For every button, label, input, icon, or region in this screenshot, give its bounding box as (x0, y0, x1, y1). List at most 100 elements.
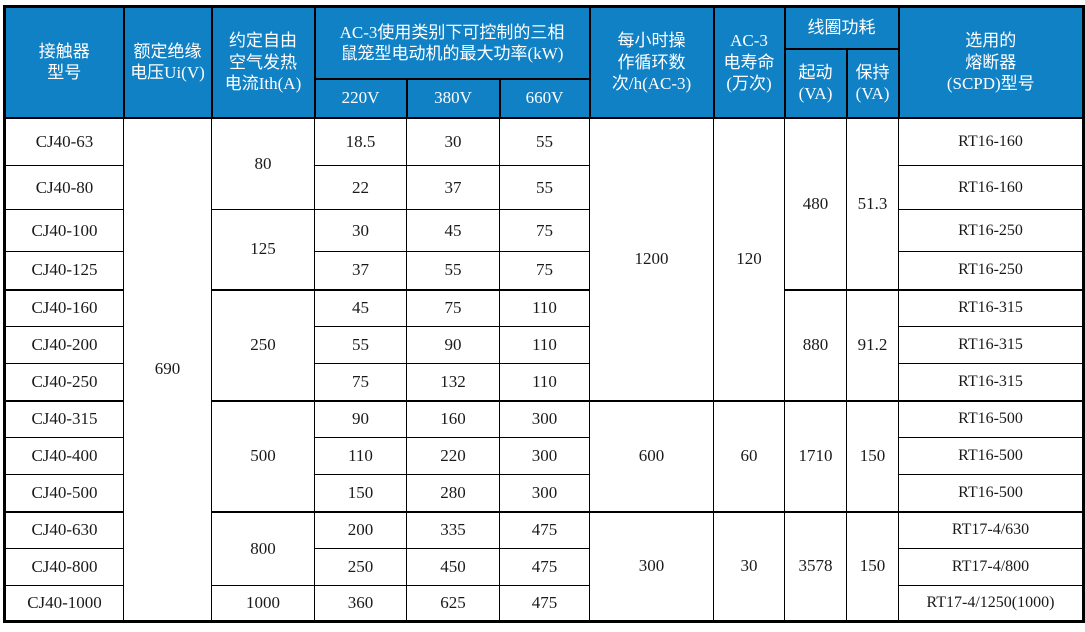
cell-kw220: 200 (314, 510, 407, 549)
contactor-spec-table: 接触器 型号 额定绝缘 电压Ui(V) 约定自由 空气发热 电流Ith(A) A… (3, 5, 1085, 623)
table-header: 接触器 型号 额定绝缘 电压Ui(V) 约定自由 空气发热 电流Ith(A) A… (3, 5, 1085, 119)
header-coil-hold: 保持 (VA) (845, 47, 900, 119)
cell-model: CJ40-63 (4, 117, 124, 166)
header-thermal-current: 约定自由 空气发热 电流Ith(A) (210, 5, 316, 119)
cell-ith: 250 (211, 288, 315, 401)
table-row: CJ40-1000 1000 360 625 475 RT17-4/1250(1… (4, 585, 1085, 622)
cell-kw380: 335 (406, 510, 500, 549)
cell-kw220: 250 (314, 548, 407, 586)
cell-kw660: 75 (498, 251, 591, 290)
cell-kw220: 55 (314, 326, 407, 364)
cell-ui-voltage: 690 (123, 117, 212, 622)
cell-kw220: 75 (314, 363, 407, 401)
table-row: CJ40-125 37 55 75 RT16-250 (4, 251, 1085, 290)
cell-life: 120 (713, 117, 786, 401)
header-contactor-model: 接触器 型号 (3, 5, 125, 119)
header-operating-cycles: 每小时操 作循环数 次/h(AC-3) (588, 5, 715, 119)
cell-ith: 800 (211, 510, 315, 586)
table-row: CJ40-100 125 30 45 75 RT16-250 (4, 209, 1085, 290)
cell-kw220: 18.5 (314, 117, 407, 166)
header-220v: 220V (313, 77, 408, 119)
cell-kw380: 45 (406, 209, 500, 252)
table-row: CJ40-160 250 45 75 110 880 91.2 RT16-315 (4, 288, 1085, 401)
cell-model: CJ40-160 (4, 288, 124, 327)
cell-fuse: RT16-500 (898, 399, 1085, 438)
cell-life: 60 (713, 399, 786, 512)
cell-model: CJ40-500 (4, 474, 124, 512)
cell-fuse: RT16-160 (898, 165, 1085, 210)
cell-ith: 500 (211, 399, 315, 512)
table-row: CJ40-63 690 80 18.5 30 55 1200 120 480 5… (4, 117, 1085, 622)
table-body: CJ40-63 690 80 18.5 30 55 1200 120 480 5… (4, 117, 1085, 622)
cell-model: CJ40-250 (4, 363, 124, 401)
cell-kw660: 475 (498, 585, 591, 622)
cell-model: CJ40-200 (4, 326, 124, 364)
cell-coil-start: 1710 (784, 399, 848, 512)
cell-model: CJ40-100 (4, 209, 124, 252)
cell-ith: 125 (211, 209, 315, 290)
header-rated-insulation-voltage: 额定绝缘 电压Ui(V) (122, 5, 213, 119)
cell-fuse: RT17-4/800 (898, 548, 1085, 586)
cell-fuse: RT16-160 (898, 117, 1085, 166)
cell-kw380: 220 (406, 437, 500, 475)
cell-kw380: 132 (406, 363, 500, 401)
cell-kw660: 300 (498, 399, 591, 438)
cell-fuse: RT16-315 (898, 363, 1085, 401)
table-row: CJ40-630 800 200 335 475 300 30 3578 150… (4, 510, 1085, 622)
cell-kw660: 110 (498, 288, 591, 327)
header-max-power-group: AC-3使用类别下可控制的三相 鼠笼型电动机的最大功率(kW) (313, 5, 591, 80)
cell-kw660: 55 (498, 117, 591, 166)
cell-kw220: 360 (314, 585, 407, 622)
cell-kw660: 75 (498, 209, 591, 252)
cell-fuse: RT16-315 (898, 288, 1085, 327)
cell-model: CJ40-315 (4, 399, 124, 438)
cell-kw220: 30 (314, 209, 407, 252)
cell-kw220: 150 (314, 474, 407, 512)
cell-kw220: 45 (314, 288, 407, 327)
cell-cycles: 300 (589, 510, 715, 622)
table-row: CJ40-800 250 450 475 RT17-4/800 (4, 548, 1085, 586)
cell-coil-hold: 51.3 (846, 117, 900, 290)
cell-fuse: RT16-250 (898, 209, 1085, 252)
cell-kw660: 55 (498, 165, 591, 210)
cell-model: CJ40-80 (4, 165, 124, 210)
cell-kw660: 110 (498, 326, 591, 364)
header-coil-power-group: 线圈功耗 (783, 5, 900, 50)
cell-model: CJ40-125 (4, 251, 124, 290)
cell-fuse: RT16-500 (898, 437, 1085, 475)
cell-kw220: 22 (314, 165, 407, 210)
cell-kw380: 625 (406, 585, 500, 622)
cell-fuse: RT17-4/1250(1000) (898, 585, 1085, 622)
cell-coil-hold: 150 (846, 510, 900, 622)
cell-fuse: RT17-4/630 (898, 510, 1085, 549)
cell-cycles: 600 (589, 399, 715, 512)
cell-kw380: 37 (406, 165, 500, 210)
table-row: CJ40-200 55 90 110 RT16-315 (4, 326, 1085, 364)
cell-kw660: 300 (498, 474, 591, 512)
cell-coil-hold: 91.2 (846, 288, 900, 401)
cell-model: CJ40-1000 (4, 585, 124, 622)
table-row: CJ40-400 110 220 300 RT16-500 (4, 437, 1085, 475)
cell-cycles: 1200 (589, 117, 715, 401)
header-660v: 660V (498, 77, 591, 119)
cell-kw220: 90 (314, 399, 407, 438)
header-electrical-life: AC-3 电寿命 (万次) (712, 5, 786, 119)
cell-kw380: 280 (406, 474, 500, 512)
cell-kw220: 37 (314, 251, 407, 290)
cell-fuse: RT16-250 (898, 251, 1085, 290)
cell-model: CJ40-400 (4, 437, 124, 475)
cell-model: CJ40-630 (4, 510, 124, 549)
cell-kw220: 110 (314, 437, 407, 475)
cell-fuse: RT16-500 (898, 474, 1085, 512)
cell-kw660: 475 (498, 510, 591, 549)
cell-ith: 1000 (211, 585, 315, 622)
cell-coil-start: 3578 (784, 510, 848, 622)
header-coil-start: 起动 (VA) (783, 47, 848, 119)
header-fuse-type: 选用的 熔断器 (SCPD)型号 (897, 5, 1085, 119)
cell-kw380: 90 (406, 326, 500, 364)
cell-model: CJ40-800 (4, 548, 124, 586)
table-row: CJ40-250 75 132 110 RT16-315 (4, 363, 1085, 401)
cell-kw380: 160 (406, 399, 500, 438)
cell-coil-start: 480 (784, 117, 848, 290)
table-row: CJ40-80 22 37 55 RT16-160 (4, 165, 1085, 210)
